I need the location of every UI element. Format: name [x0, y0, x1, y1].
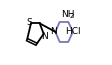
Text: HCl: HCl [65, 27, 80, 36]
Text: 2: 2 [69, 13, 74, 19]
Text: S: S [27, 18, 32, 27]
Text: N: N [41, 32, 48, 41]
Text: N: N [50, 27, 57, 36]
Text: NH: NH [61, 10, 75, 19]
